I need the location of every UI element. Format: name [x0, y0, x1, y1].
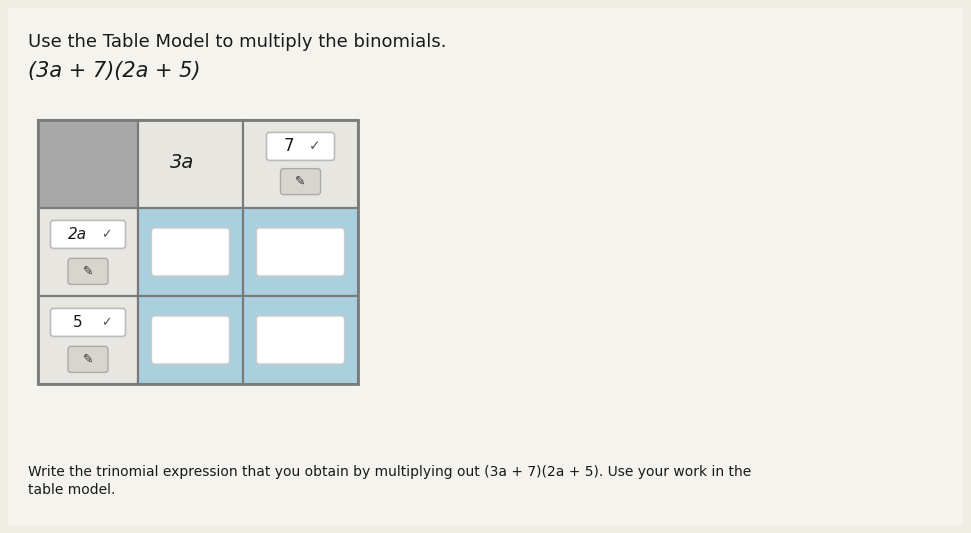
Text: ✎: ✎ [83, 265, 93, 278]
FancyBboxPatch shape [68, 259, 108, 285]
FancyBboxPatch shape [50, 221, 125, 248]
Text: ✎: ✎ [295, 175, 306, 188]
Text: (3a + 7)(2a + 5): (3a + 7)(2a + 5) [28, 61, 200, 81]
Text: 5: 5 [73, 315, 83, 330]
Bar [138, 296, 243, 384]
Bar [138, 208, 243, 296]
FancyBboxPatch shape [50, 309, 125, 336]
Bar [38, 296, 138, 384]
FancyBboxPatch shape [266, 132, 334, 160]
Text: ✎: ✎ [83, 353, 93, 366]
FancyBboxPatch shape [151, 228, 229, 276]
Bar [38, 120, 358, 384]
Bar [243, 120, 358, 208]
FancyBboxPatch shape [281, 168, 320, 195]
FancyBboxPatch shape [256, 316, 345, 364]
Text: ✓: ✓ [101, 316, 112, 329]
FancyBboxPatch shape [68, 346, 108, 373]
Text: Write the trinomial expression that you obtain by multiplying out (3a + 7)(2a + : Write the trinomial expression that you … [28, 465, 752, 479]
Text: ✓: ✓ [101, 228, 112, 241]
Bar [243, 296, 358, 384]
Text: 7: 7 [284, 138, 294, 156]
Bar [138, 120, 243, 208]
Text: ✓: ✓ [309, 140, 320, 154]
Text: Use the Table Model to multiply the binomials.: Use the Table Model to multiply the bino… [28, 33, 447, 51]
Text: 2a: 2a [68, 227, 87, 242]
FancyBboxPatch shape [256, 228, 345, 276]
Bar [243, 208, 358, 296]
Bar [38, 208, 138, 296]
Bar [38, 120, 138, 208]
Text: 3a: 3a [170, 153, 194, 172]
Text: table model.: table model. [28, 483, 116, 497]
FancyBboxPatch shape [151, 316, 229, 364]
